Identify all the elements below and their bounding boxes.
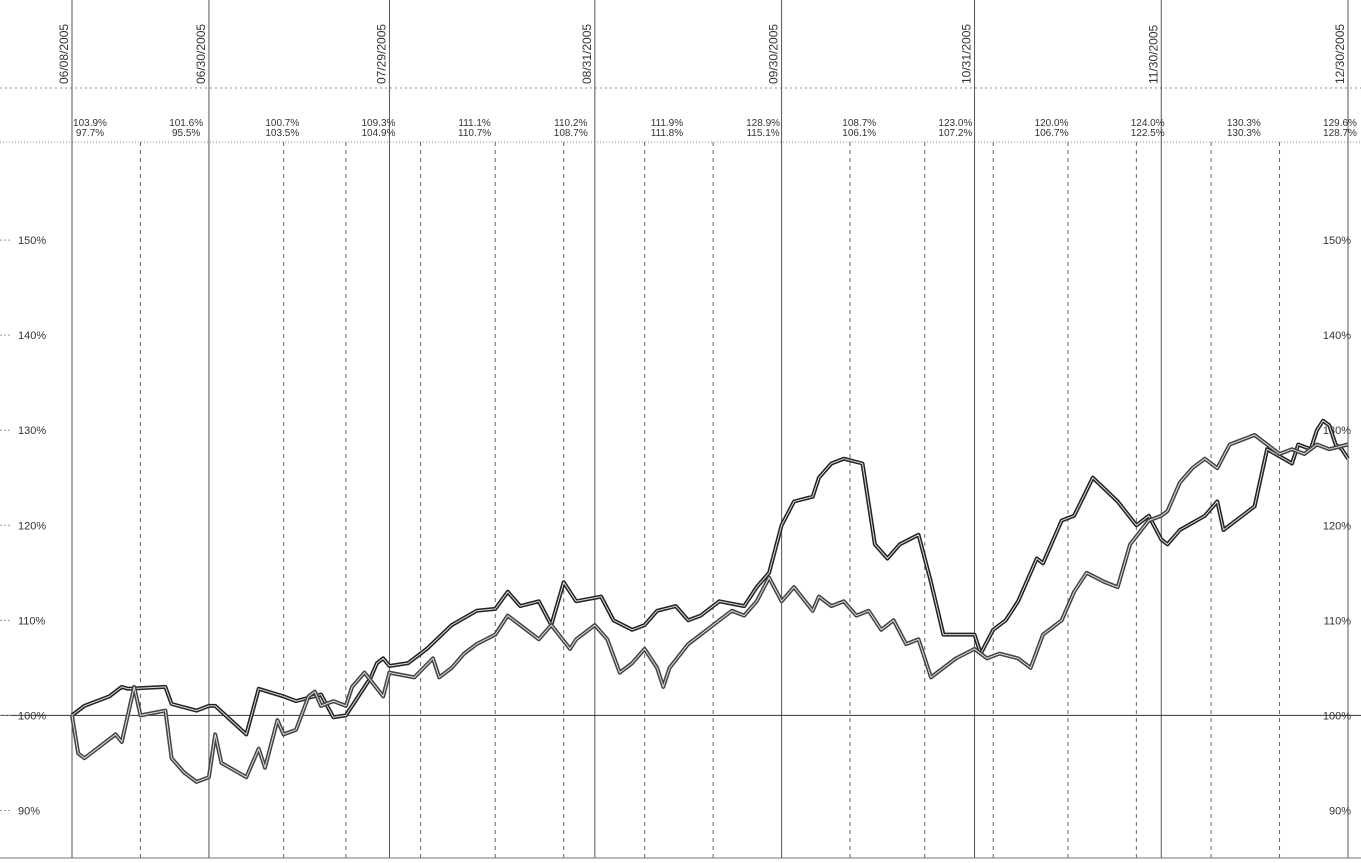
date-label: 09/30/2005	[767, 24, 781, 84]
period-high-label: 128.9%	[746, 118, 780, 129]
period-low-label: 110.7%	[458, 128, 491, 139]
period-high-label: 109.3%	[362, 118, 396, 129]
period-low-label: 97.7%	[76, 128, 104, 139]
series-1-core	[71, 420, 1349, 735]
period-low-label: 108.7%	[554, 128, 588, 139]
y-tick-label-left: 90%	[18, 805, 40, 817]
date-label: 11/30/2005	[1146, 25, 1160, 84]
period-high-label: 111.1%	[458, 118, 491, 129]
y-tick-label-left: 100%	[18, 710, 46, 722]
y-tick-label-right: 130%	[1323, 425, 1351, 437]
period-low-label: 130.3%	[1227, 128, 1261, 139]
period-stats-row: 103.9%97.7% 101.6%95.5% 100.7%103.5% 109.3%…	[73, 118, 1357, 139]
date-label: 12/30/2005	[1333, 24, 1347, 84]
period-high-label: 100.7%	[265, 118, 299, 129]
date-label: 08/31/2005	[580, 24, 594, 84]
period-high-label: 110.2%	[554, 118, 587, 129]
y-tick-label-right: 150%	[1323, 235, 1351, 247]
period-low-label: 104.9%	[362, 128, 396, 139]
period-low-label: 106.1%	[842, 128, 876, 139]
y-tick-label-left: 110%	[18, 615, 46, 627]
y-tick-label-right: 110%	[1324, 615, 1352, 627]
period-low-label: 128.7%	[1323, 128, 1357, 139]
period-low-label: 106.7%	[1035, 128, 1069, 139]
y-tick-label-left: 140%	[18, 330, 46, 342]
period-high-label: 111.9%	[651, 118, 684, 129]
period-low-label: 107.2%	[938, 128, 972, 139]
y-tick-label-left: 120%	[18, 520, 46, 532]
period-low-label: 122.5%	[1131, 128, 1165, 139]
date-axis-labels: 06/08/2005 06/30/2005 07/29/2005 08/31/2005…	[57, 24, 1347, 84]
date-label: 06/30/2005	[194, 24, 208, 84]
period-low-label: 103.5%	[265, 128, 299, 139]
period-high-label: 103.9%	[73, 118, 107, 129]
date-label: 06/08/2005	[57, 24, 71, 84]
y-tick-label-right: 100%	[1323, 710, 1351, 722]
y-tick-label-right: 120%	[1323, 520, 1351, 532]
y-tick-label-left: 150%	[18, 235, 46, 247]
y-tick-label-right: 90%	[1329, 805, 1351, 817]
period-high-label: 130.3%	[1227, 118, 1261, 129]
period-low-label: 115.1%	[746, 128, 779, 139]
y-tick-label-left: 130%	[18, 425, 46, 437]
period-low-label: 95.5%	[172, 128, 200, 139]
period-high-label: 124.0%	[1131, 118, 1165, 129]
period-high-label: 123.0%	[938, 118, 972, 129]
series-lines	[70, 418, 1350, 784]
period-high-label: 101.6%	[169, 118, 203, 129]
series-1-line	[70, 418, 1350, 737]
date-label: 10/31/2005	[960, 24, 974, 84]
y-tick-label-right: 140%	[1323, 330, 1351, 342]
date-label: 07/29/2005	[374, 24, 388, 84]
series-2-core	[71, 434, 1349, 783]
period-high-label: 108.7%	[842, 118, 876, 129]
period-high-label: 129.6%	[1323, 118, 1357, 129]
period-low-label: 111.8%	[651, 128, 684, 139]
y-axis-ticks: 90% 90% 100% 100% 110% 110% 120% 120% 130% 130% 14…	[0, 235, 1351, 817]
period-high-label: 120.0%	[1035, 118, 1069, 129]
